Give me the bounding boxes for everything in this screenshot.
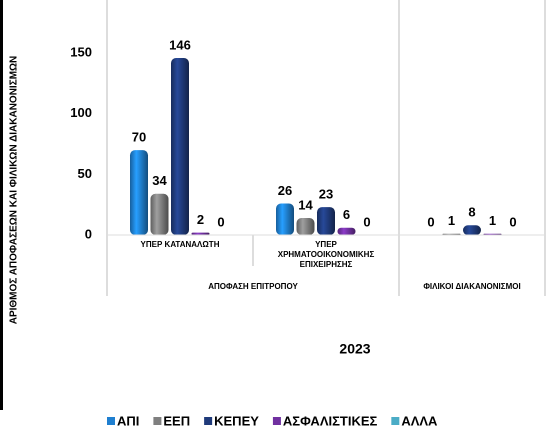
bar	[130, 150, 148, 235]
legend-swatch	[153, 417, 162, 425]
data-label: 14	[298, 197, 313, 212]
bar	[150, 193, 169, 235]
legend-swatch	[204, 417, 213, 425]
data-label: 26	[278, 183, 292, 198]
legend-label: ΚΕΠΕΥ	[214, 413, 259, 428]
data-label: 70	[132, 130, 146, 145]
legend-swatch	[272, 417, 281, 425]
data-label: 6	[343, 207, 350, 222]
y-axis-title: ΑΡΙΘΜΟΣ ΑΠΟΦΑΣΕΩΝ ΚΑΙ ΦΙΛΙΚΩΝ ΔΙΑΚΑΝΟΝΙΣ…	[9, 56, 20, 325]
data-label: 146	[169, 37, 191, 52]
data-label: 23	[319, 187, 333, 202]
data-label: 34	[152, 173, 167, 188]
y-tick-label: 50	[78, 166, 92, 181]
legend-label: ΑΠΙ	[117, 413, 139, 428]
bar	[317, 207, 335, 235]
bar	[337, 227, 356, 235]
y-tick-label: 100	[70, 105, 92, 120]
legend-label: ΕΕΠ	[163, 413, 190, 428]
legend-swatch	[107, 417, 115, 425]
legend-swatch	[391, 417, 400, 425]
legend-label: ΑΣΦΑΛΙΣΤΙΚΕΣ	[283, 413, 378, 428]
bar	[276, 203, 294, 235]
bar	[463, 225, 481, 235]
category-group-label: ΑΠΟΦΑΣΗ ΕΠΙΤΡΟΠΟΥ	[208, 282, 298, 291]
y-tick-label: 0	[85, 226, 92, 241]
x-tick-label: ΥΠΕΡ ΚΑΤΑΝΑΛΩΤΗ	[140, 240, 220, 249]
y-tick-label: 150	[70, 45, 92, 60]
data-label: 0	[217, 214, 224, 229]
legend-label: ΑΛΛΑ	[401, 413, 438, 428]
data-label: 0	[427, 214, 434, 229]
data-label: 0	[363, 214, 370, 229]
category-group-label: ΦΙΛΙΚΟΙ ΔΙΑΚΑΝΟΝΙΣΜΟΙ	[423, 282, 521, 291]
x-tick-label: ΥΠΕΡ ΧΡΗΜΑΤΟΟΙΚΟΝΟΜΙΚΗΣ ΕΠΙΧΕΙΡΗΣΗΣ	[277, 240, 375, 269]
bar	[191, 232, 210, 235]
data-label: 2	[197, 212, 204, 227]
data-label: 1	[489, 213, 496, 228]
bar	[171, 57, 189, 235]
data-label: 1	[448, 213, 455, 228]
left-edge	[0, 0, 3, 410]
data-label: 8	[468, 205, 475, 220]
bar	[296, 218, 315, 235]
x-axis-title: 2023	[339, 341, 370, 357]
data-label: 0	[509, 214, 516, 229]
